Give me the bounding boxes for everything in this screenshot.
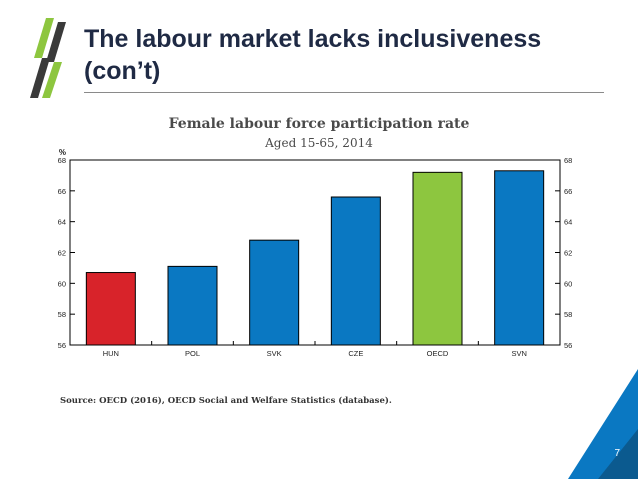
bar-pol (167, 265, 218, 346)
oecd-logo (30, 18, 66, 98)
x-tick-label-oecd: OECD (427, 349, 449, 358)
y-tick-label-left: 56 (58, 341, 66, 350)
x-tick-label-svn: SVN (511, 349, 526, 358)
x-tick-label-hun: HUN (103, 349, 119, 358)
y-tick-label-left: 64 (58, 218, 66, 227)
y-tick-label-right: 60 (564, 279, 572, 288)
chart-title: Female labour force participation rate (168, 116, 470, 132)
page-number: 7 (614, 448, 620, 459)
y-tick-label-left: 60 (58, 279, 66, 288)
bar-svk (249, 239, 300, 346)
x-tick-label-pol: POL (185, 349, 200, 358)
y-tick-label-right: 66 (564, 187, 572, 196)
plot-frame (69, 159, 561, 346)
bar-cze (330, 196, 381, 346)
x-tick-label-cze: CZE (348, 349, 363, 358)
source-note: Source: OECD (2016), OECD Social and Wel… (60, 396, 392, 406)
bar-hun (85, 272, 136, 346)
y-tick-label-right: 56 (564, 341, 572, 350)
y-tick-label-left: 62 (58, 249, 66, 258)
y-tick-label-right: 68 (564, 156, 572, 165)
y-tick-label-left: 68 (58, 156, 66, 165)
bar-chart: 56 56 58 58 60 60 62 62 64 64 66 66 68 68% HUN POL SVK CZ… (58, 148, 573, 358)
y-axis-unit: % (59, 148, 66, 157)
chart-subtitle: Aged 15-65, 2014 (265, 136, 373, 150)
y-tick-label-right: 62 (564, 249, 572, 258)
slide-title: The labour market lacks inclusiveness (c… (84, 25, 542, 85)
x-tick-label-svk: SVK (267, 349, 282, 358)
y-tick-label-left: 58 (58, 310, 66, 319)
y-tick-label-right: 64 (564, 218, 572, 227)
title-divider (84, 92, 604, 93)
bar-oecd (412, 171, 463, 346)
corner-decoration (568, 369, 638, 479)
y-tick-label-right: 58 (564, 310, 572, 319)
y-tick-label-left: 66 (58, 187, 66, 196)
bar-svn (494, 170, 545, 346)
